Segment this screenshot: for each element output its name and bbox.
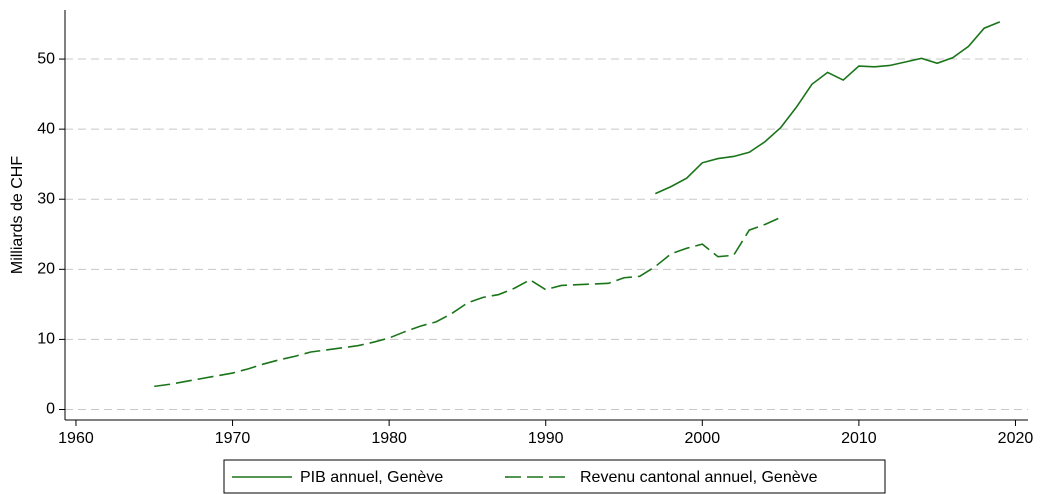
y-tick-label: 40: [37, 120, 55, 137]
y-tick-label: 0: [46, 401, 55, 418]
y-tick-label: 30: [37, 190, 55, 207]
legend-label: Revenu cantonal annuel, Genève: [580, 469, 818, 486]
x-tick-label: 2010: [841, 430, 877, 447]
x-tick-label: 1960: [58, 430, 94, 447]
legend-label: PIB annuel, Genève: [300, 469, 443, 486]
y-axis-label: Milliards de CHF: [9, 156, 26, 274]
series-line: [655, 21, 1001, 195]
x-tick-label: 1970: [215, 430, 251, 447]
y-tick-label: 10: [37, 331, 55, 348]
x-tick-label: 2020: [998, 430, 1034, 447]
x-tick-label: 1990: [528, 430, 564, 447]
x-tick-label: 1980: [371, 430, 407, 447]
y-tick-label: 50: [37, 50, 55, 67]
series-line: [154, 216, 781, 388]
y-tick-label: 20: [37, 261, 55, 278]
x-tick-label: 2000: [685, 430, 721, 447]
